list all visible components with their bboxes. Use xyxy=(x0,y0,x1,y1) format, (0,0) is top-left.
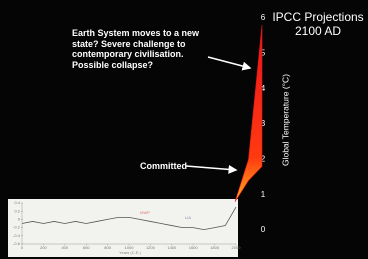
y-tick-label: 6 xyxy=(261,13,266,22)
x-tick-label: 200 xyxy=(40,245,47,250)
x-tick-label: 1000 xyxy=(125,245,135,250)
y-tick-label: -0.4 xyxy=(13,233,21,238)
y-tick-label: 0 xyxy=(261,225,266,234)
title: IPCC Projections 2100 AD xyxy=(268,10,368,38)
annotation: Earth System moves to a new state? Sever… xyxy=(72,28,222,70)
y-tick-label: 0.2 xyxy=(14,208,20,213)
arrow xyxy=(186,166,236,170)
x-tick-label: 600 xyxy=(83,245,90,250)
x-tick-label: 1800 xyxy=(210,245,220,250)
annotation: Committed xyxy=(140,161,187,172)
y-axis-label: Global Temperature (°C) xyxy=(280,74,290,166)
x-tick-label: 1600 xyxy=(189,245,199,250)
annotation: LIA xyxy=(185,215,191,220)
y-tick-label: 0.4 xyxy=(14,200,20,205)
annotation: MWP xyxy=(140,210,150,215)
y-tick-label: -0.2 xyxy=(13,225,21,230)
y-tick-label: -0.6 xyxy=(13,241,21,246)
x-tick-label: 400 xyxy=(61,245,68,250)
x-axis-label: Years (C.E.) xyxy=(119,250,141,255)
x-tick-label: 1400 xyxy=(167,245,177,250)
projection-range xyxy=(235,25,262,202)
x-tick-label: 800 xyxy=(104,245,111,250)
x-tick-label: 1200 xyxy=(146,245,156,250)
x-tick-label: 2000 xyxy=(232,245,242,250)
slide: Global Temperature (°C) Years (C.E.) MWP… xyxy=(0,0,368,259)
y-tick-label: 1 xyxy=(261,190,266,199)
